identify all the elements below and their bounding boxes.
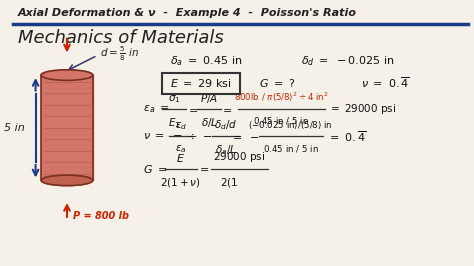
Text: 5 in: 5 in bbox=[4, 123, 24, 133]
Text: $\delta/L$: $\delta/L$ bbox=[201, 117, 218, 130]
Ellipse shape bbox=[41, 175, 93, 186]
Text: Mechanics of Materials: Mechanics of Materials bbox=[18, 29, 224, 47]
Text: $29000\ \mathrm{psi}$: $29000\ \mathrm{psi}$ bbox=[213, 150, 265, 164]
Text: $\delta_d\ =\ -0.025\ \mathrm{in}$: $\delta_d\ =\ -0.025\ \mathrm{in}$ bbox=[301, 54, 395, 68]
Text: $E\ =\ 29\ \mathrm{ksi}$: $E\ =\ 29\ \mathrm{ksi}$ bbox=[170, 77, 232, 89]
Text: $E$: $E$ bbox=[176, 152, 185, 164]
Text: $\delta_a\ =\ 0.45\ \mathrm{in}$: $\delta_a\ =\ 0.45\ \mathrm{in}$ bbox=[170, 54, 243, 68]
Text: $\varepsilon_d$: $\varepsilon_d$ bbox=[175, 120, 187, 132]
Text: $800\mathrm{lb}\ /\ \pi(5/8)^2\div4\ \mathrm{in}^2$: $800\mathrm{lb}\ /\ \pi(5/8)^2\div4\ \ma… bbox=[234, 90, 328, 103]
Text: P = 800 lb: P = 800 lb bbox=[73, 211, 128, 221]
Text: $0.45\ \mathrm{in}\ /\ 5\ \mathrm{in}$: $0.45\ \mathrm{in}\ /\ 5\ \mathrm{in}$ bbox=[263, 143, 319, 154]
Text: $\nu\ =\ -$: $\nu\ =\ -$ bbox=[144, 131, 183, 142]
Text: $\div\ -$: $\div\ -$ bbox=[187, 131, 212, 142]
Bar bbox=[41, 75, 93, 180]
Text: $=\ -$: $=\ -$ bbox=[230, 131, 259, 142]
Text: $E_1$: $E_1$ bbox=[168, 117, 180, 130]
Text: $\varepsilon_a$: $\varepsilon_a$ bbox=[175, 143, 187, 155]
Text: $\nu\ =\ 0.\overline{4}$: $\nu\ =\ 0.\overline{4}$ bbox=[361, 76, 410, 90]
Text: $d = \frac{5}{8}$ in: $d = \frac{5}{8}$ in bbox=[100, 44, 139, 63]
Text: $G\ =$: $G\ =$ bbox=[144, 163, 168, 174]
Text: $\varepsilon_a\ =$: $\varepsilon_a\ =$ bbox=[144, 103, 171, 115]
Text: $P/A$: $P/A$ bbox=[200, 92, 218, 105]
Text: $=$: $=$ bbox=[186, 104, 198, 114]
Text: $2(1+\nu)$: $2(1+\nu)$ bbox=[161, 176, 201, 189]
Text: $=\ 0.\overline{4}$: $=\ 0.\overline{4}$ bbox=[327, 129, 366, 144]
Text: $\sigma_1$: $\sigma_1$ bbox=[168, 93, 180, 105]
Text: $G\ =\ ?$: $G\ =\ ?$ bbox=[259, 77, 296, 89]
Text: $(-0.025\ \mathrm{in})/(5/8)\ \mathrm{in}$: $(-0.025\ \mathrm{in})/(5/8)\ \mathrm{in… bbox=[248, 119, 333, 131]
Ellipse shape bbox=[41, 70, 93, 80]
Text: $2(1$: $2(1$ bbox=[219, 176, 238, 189]
Text: $=$: $=$ bbox=[197, 164, 209, 173]
Text: $=\ 29000\ \mathrm{psi}$: $=\ 29000\ \mathrm{psi}$ bbox=[328, 102, 397, 116]
Text: $0.45\ \mathrm{in}\ /\ 5\ \mathrm{in}$: $0.45\ \mathrm{in}\ /\ 5\ \mathrm{in}$ bbox=[254, 115, 309, 126]
Text: Axial Deformation & ν  -  Example 4  -  Poisson's Ratio: Axial Deformation & ν - Example 4 - Pois… bbox=[18, 8, 357, 18]
Text: $\delta_d/d$: $\delta_d/d$ bbox=[214, 118, 237, 132]
Text: $\delta_a/L$: $\delta_a/L$ bbox=[215, 143, 237, 157]
Text: $=$: $=$ bbox=[220, 104, 233, 114]
